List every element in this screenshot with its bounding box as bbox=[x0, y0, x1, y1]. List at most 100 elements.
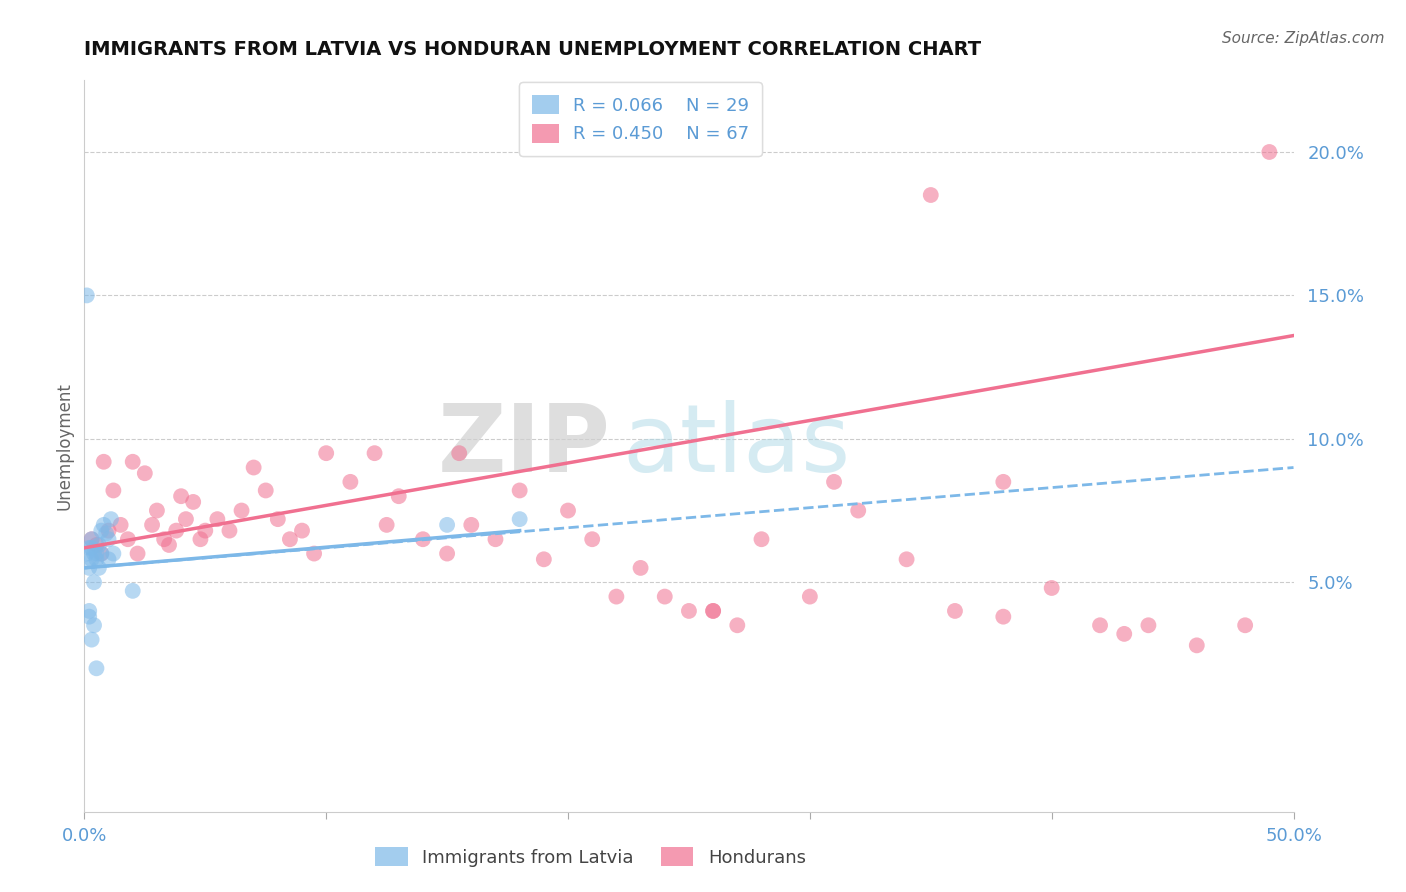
Point bbox=[207, 512, 229, 526]
Point bbox=[110, 517, 132, 532]
Point bbox=[231, 503, 253, 517]
Point bbox=[375, 517, 398, 532]
Point bbox=[993, 475, 1015, 489]
Point bbox=[141, 517, 163, 532]
Point bbox=[77, 541, 100, 555]
Legend: R = 0.066    N = 29, R = 0.450    N = 67: R = 0.066 N = 29, R = 0.450 N = 67 bbox=[519, 82, 762, 156]
Point bbox=[751, 533, 773, 547]
Point bbox=[823, 475, 845, 489]
Point bbox=[80, 632, 103, 647]
Point bbox=[291, 524, 314, 538]
Point bbox=[97, 533, 120, 547]
Point bbox=[100, 512, 122, 526]
Point bbox=[509, 483, 531, 498]
Point bbox=[90, 524, 112, 538]
Point bbox=[630, 561, 652, 575]
Point bbox=[76, 288, 98, 302]
Point bbox=[134, 467, 156, 481]
Point bbox=[436, 547, 458, 561]
Point bbox=[181, 495, 204, 509]
Point bbox=[80, 533, 103, 547]
Point bbox=[702, 604, 724, 618]
Point bbox=[363, 446, 385, 460]
Point bbox=[121, 455, 143, 469]
Point bbox=[1088, 618, 1111, 632]
Point bbox=[190, 533, 212, 547]
Point bbox=[165, 524, 187, 538]
Point bbox=[77, 609, 100, 624]
Point bbox=[943, 604, 966, 618]
Point bbox=[242, 460, 264, 475]
Point bbox=[127, 547, 149, 561]
Point bbox=[90, 547, 112, 561]
Point bbox=[484, 533, 506, 547]
Point bbox=[170, 489, 193, 503]
Point bbox=[1185, 638, 1208, 652]
Point bbox=[76, 547, 98, 561]
Point bbox=[1234, 618, 1257, 632]
Point bbox=[80, 552, 103, 566]
Point bbox=[388, 489, 411, 503]
Point bbox=[509, 512, 531, 526]
Point bbox=[1114, 627, 1136, 641]
Point bbox=[920, 188, 942, 202]
Point bbox=[315, 446, 337, 460]
Point bbox=[278, 533, 301, 547]
Point bbox=[339, 475, 361, 489]
Point bbox=[557, 503, 579, 517]
Point bbox=[157, 538, 180, 552]
Text: ZIP: ZIP bbox=[437, 400, 610, 492]
Point bbox=[449, 446, 471, 460]
Point bbox=[86, 661, 108, 675]
Y-axis label: Unemployment: Unemployment bbox=[55, 382, 73, 510]
Point bbox=[533, 552, 555, 566]
Point bbox=[993, 609, 1015, 624]
Point bbox=[97, 524, 120, 538]
Point bbox=[103, 547, 125, 561]
Point bbox=[846, 503, 869, 517]
Point bbox=[436, 517, 458, 532]
Point bbox=[678, 604, 700, 618]
Text: Source: ZipAtlas.com: Source: ZipAtlas.com bbox=[1222, 31, 1385, 46]
Point bbox=[153, 533, 176, 547]
Point bbox=[654, 590, 676, 604]
Point bbox=[117, 533, 139, 547]
Point bbox=[702, 604, 724, 618]
Point bbox=[93, 455, 115, 469]
Point bbox=[218, 524, 240, 538]
Point bbox=[86, 538, 108, 552]
Point bbox=[94, 526, 117, 541]
Text: IMMIGRANTS FROM LATVIA VS HONDURAN UNEMPLOYMENT CORRELATION CHART: IMMIGRANTS FROM LATVIA VS HONDURAN UNEMP… bbox=[84, 40, 981, 59]
Point bbox=[83, 575, 105, 590]
Point bbox=[725, 618, 748, 632]
Text: atlas: atlas bbox=[623, 400, 851, 492]
Point bbox=[90, 547, 112, 561]
Point bbox=[267, 512, 290, 526]
Point bbox=[77, 561, 100, 575]
Point bbox=[93, 517, 115, 532]
Point bbox=[302, 547, 325, 561]
Point bbox=[87, 561, 110, 575]
Point bbox=[605, 590, 627, 604]
Point bbox=[174, 512, 197, 526]
Point bbox=[121, 583, 143, 598]
Legend: Immigrants from Latvia, Hondurans: Immigrants from Latvia, Hondurans bbox=[368, 840, 813, 874]
Point bbox=[77, 604, 100, 618]
Point bbox=[254, 483, 277, 498]
Point bbox=[194, 524, 217, 538]
Point bbox=[412, 533, 434, 547]
Point bbox=[1137, 618, 1160, 632]
Point bbox=[86, 552, 108, 566]
Point bbox=[80, 533, 103, 547]
Point bbox=[86, 547, 108, 561]
Point bbox=[87, 538, 110, 552]
Point bbox=[103, 483, 125, 498]
Point bbox=[1040, 581, 1063, 595]
Point bbox=[581, 533, 603, 547]
Point bbox=[896, 552, 918, 566]
Point bbox=[460, 517, 482, 532]
Point bbox=[83, 547, 105, 561]
Point bbox=[799, 590, 821, 604]
Point bbox=[80, 541, 103, 555]
Point bbox=[1258, 145, 1281, 159]
